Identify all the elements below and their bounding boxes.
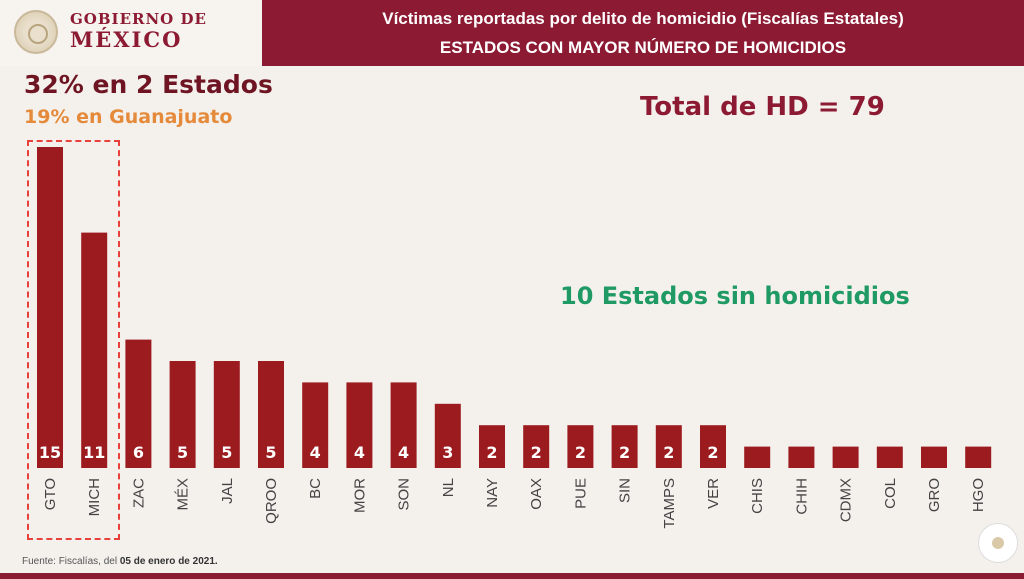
category-label-chis: CHIS [749,478,766,514]
bar-jal [213,361,240,468]
value-label-gto: 15 [39,443,61,462]
category-label-méx: MÉX [175,478,192,511]
bar-oax [523,425,550,468]
source-note: Fuente: Fiscalías, del 05 de enero de 20… [22,556,218,567]
bar-col [876,446,903,468]
category-label-bc: BC [307,478,324,499]
value-label-qroo: 5 [265,443,276,462]
value-label-ver: 2 [707,443,718,462]
value-label-nay: 2 [486,443,497,462]
value-label-bc: 4 [310,443,321,462]
seal-icon [14,10,58,54]
headline: 32% en 2 Estados [24,70,273,99]
bar-hgo [965,446,992,468]
bar-ver [700,425,726,468]
subheadline: 19% en Guanajuato [24,106,233,128]
category-label-chih: CHIH [793,478,810,515]
category-label-son: SON [396,478,413,511]
bar-sin [611,425,638,468]
category-label-sin: SIN [617,478,634,503]
bar-chih [788,446,815,468]
category-label-mor: MOR [351,478,368,513]
bar-gro [921,446,947,468]
bar-chis [744,446,771,468]
bar-méx [169,361,196,468]
bar-nay [479,425,505,468]
category-label-qroo: QROO [263,478,280,524]
category-label-pue: PUE [572,478,589,509]
value-label-mor: 4 [354,443,365,462]
value-label-méx: 5 [177,443,188,462]
category-label-nay: NAY [484,478,501,508]
category-label-hgo: HGO [970,478,987,512]
value-label-sin: 2 [619,443,630,462]
category-label-jal: JAL [219,478,236,504]
bar-zac [125,339,152,468]
value-label-tamps: 2 [663,443,674,462]
bar-qroo [258,361,284,468]
bar-bc [302,382,329,468]
slide-subtitle: ESTADOS CON MAYOR NÚMERO DE HOMICIDIOS [439,38,847,57]
category-label-oax: OAX [528,478,545,510]
bar-gto [37,147,63,468]
total-label: Total de HD = 79 [640,92,885,122]
category-label-gto: GTO [42,478,59,510]
source-prefix: Fuente: Fiscalías, del [22,556,120,567]
value-label-oax: 2 [531,443,542,462]
category-label-zac: ZAC [130,478,147,508]
value-label-zac: 6 [133,443,144,462]
value-label-pue: 2 [575,443,586,462]
government-logo: GOBIERNO DE MÉXICO [0,0,262,66]
category-label-nl: NL [440,478,457,497]
category-label-ver: VER [705,478,722,509]
category-label-tamps: TAMPS [661,478,678,529]
bar-mich [81,232,108,468]
value-label-jal: 5 [221,443,232,462]
category-label-cdmx: CDMX [838,478,855,522]
bar-tamps [655,425,682,468]
slide-title: Víctimas reportadas por delito de homici… [382,9,904,28]
category-label-col: COL [882,478,899,509]
highlight-box [27,140,120,540]
value-label-mich: 11 [83,443,105,462]
value-label-nl: 3 [442,443,453,462]
government-badge-icon [978,523,1018,563]
category-label-gro: GRO [926,478,943,512]
bar-mor [346,382,373,468]
states-without-homicides-label: 10 Estados sin homicidios [560,282,910,310]
bar-cdmx [832,446,859,468]
category-label-mich: MICH [86,478,103,516]
bar-son [390,382,417,468]
logo-line-2: MÉXICO [70,27,183,52]
logo-line-1: GOBIERNO DE [70,10,207,28]
value-label-son: 4 [398,443,409,462]
bottom-strip [0,573,1024,579]
bar-nl [434,403,461,468]
source-date: 05 de enero de 2021. [119,556,218,567]
bar-pue [567,425,594,468]
